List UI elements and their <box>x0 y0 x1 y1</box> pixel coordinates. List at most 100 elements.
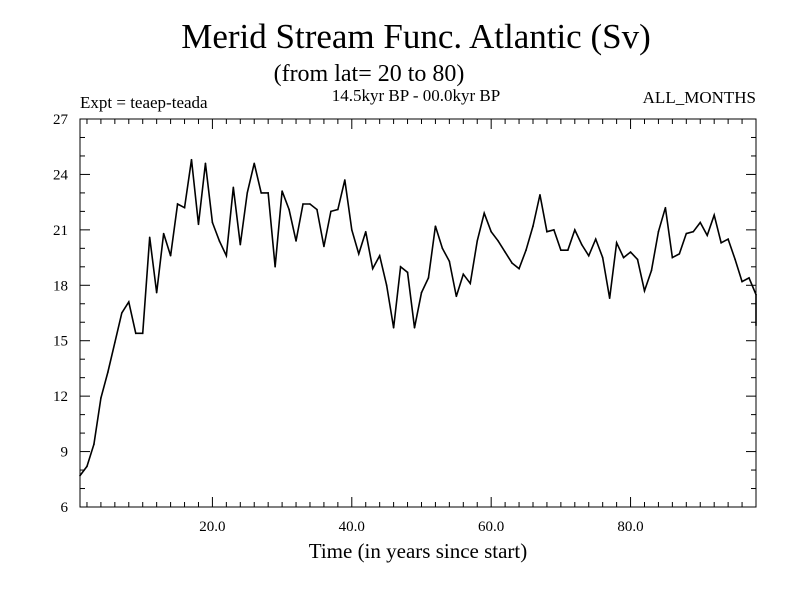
data-point <box>560 249 562 251</box>
data-point <box>267 192 269 194</box>
series-line <box>79 159 757 477</box>
data-point <box>434 225 437 227</box>
data-point <box>239 243 242 246</box>
data-point <box>748 277 750 279</box>
data-point <box>706 234 709 237</box>
data-point <box>274 266 276 268</box>
data-point <box>295 240 297 242</box>
data-point <box>636 258 639 261</box>
data-point <box>253 162 256 165</box>
x-tick-label: 60.0 <box>478 519 504 535</box>
data-point <box>100 397 102 399</box>
y-tick-label: 9 <box>61 445 69 461</box>
data-point <box>114 341 116 344</box>
data-point <box>462 273 465 276</box>
data-point <box>580 243 583 246</box>
data-point <box>141 332 144 335</box>
data-point <box>378 254 381 257</box>
data-point <box>169 254 172 257</box>
chart-title: Merid Stream Func. Atlantic (Sv) <box>181 17 651 56</box>
data-point <box>148 236 151 239</box>
data-point <box>288 208 290 211</box>
data-point <box>455 295 458 298</box>
data-point <box>511 262 513 264</box>
data-point <box>204 162 207 165</box>
data-point <box>134 332 137 335</box>
data-point <box>601 256 604 259</box>
data-point <box>316 208 318 211</box>
data-point <box>121 312 123 314</box>
data-point <box>323 245 325 248</box>
data-point <box>622 256 625 259</box>
data-point <box>734 258 736 261</box>
data-point <box>218 240 221 242</box>
data-point <box>176 203 179 205</box>
x-axis: 20.0 40.0 60.0 80.0 <box>86 119 757 535</box>
series-points <box>79 158 757 477</box>
x-tick-label: 80.0 <box>617 519 643 535</box>
data-point <box>86 465 88 468</box>
data-point <box>671 256 674 259</box>
x-axis-label: Time (in years since start) <box>309 539 528 563</box>
y-tick-label: 27 <box>53 112 69 128</box>
data-point <box>643 290 646 292</box>
data-point <box>615 241 618 244</box>
y-tick-label: 18 <box>53 278 68 294</box>
data-point <box>699 221 702 224</box>
data-point <box>281 190 283 192</box>
data-point <box>567 249 569 251</box>
y-tick-label: 15 <box>53 334 68 350</box>
data-point <box>755 293 757 296</box>
data-point <box>364 230 367 233</box>
data-point <box>413 326 416 329</box>
data-point <box>546 230 548 233</box>
data-point <box>371 267 374 270</box>
data-point <box>246 192 249 194</box>
data-point <box>399 266 402 268</box>
data-point <box>357 253 360 255</box>
data-point <box>713 214 715 216</box>
data-point <box>504 251 506 253</box>
data-point <box>309 203 311 205</box>
x-tick-label: 40.0 <box>339 519 365 535</box>
data-point <box>650 269 653 272</box>
data-point <box>337 208 339 211</box>
data-point <box>406 271 409 274</box>
data-point <box>685 232 688 235</box>
data-point <box>574 229 576 231</box>
data-point <box>107 371 109 373</box>
data-point <box>664 206 667 209</box>
chart-period: 14.5kyr BP - 00.0kyr BP <box>332 86 500 105</box>
data-point <box>532 225 534 227</box>
data-point <box>587 254 590 257</box>
data-point <box>211 221 214 224</box>
data-point <box>155 291 158 294</box>
data-point <box>344 179 346 181</box>
data-point <box>302 203 304 205</box>
data-point <box>518 267 520 270</box>
data-point <box>127 301 130 303</box>
data-point <box>497 240 499 242</box>
data-point <box>629 251 632 253</box>
y-tick-label: 21 <box>53 223 68 239</box>
data-point <box>260 192 262 194</box>
data-point <box>678 253 681 255</box>
y-tick-label: 24 <box>53 167 69 183</box>
y-axis: 6 9 12 15 18 21 24 27 <box>53 112 756 516</box>
data-point <box>225 254 228 257</box>
data-point <box>720 241 722 244</box>
data-point <box>476 240 479 242</box>
data-point <box>608 297 611 300</box>
data-point <box>727 238 729 240</box>
data-point <box>490 230 492 233</box>
data-point <box>525 249 527 251</box>
data-point <box>657 230 660 233</box>
data-point <box>79 474 81 477</box>
data-point <box>594 238 597 240</box>
chart-subtitle: (from lat= 20 to 80) <box>274 61 465 87</box>
y-tick-label: 12 <box>53 389 68 405</box>
data-point <box>441 247 444 250</box>
data-point <box>183 206 186 209</box>
data-point <box>483 212 486 215</box>
